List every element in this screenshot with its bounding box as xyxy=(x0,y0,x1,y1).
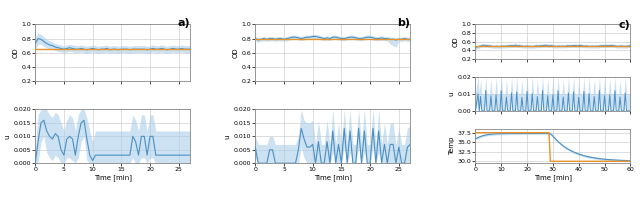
X-axis label: Time [min]: Time [min] xyxy=(534,174,572,181)
Y-axis label: OD: OD xyxy=(232,47,239,58)
Y-axis label: OD: OD xyxy=(12,47,19,58)
Text: c): c) xyxy=(619,20,630,30)
Text: a): a) xyxy=(177,18,190,28)
X-axis label: Time [min]: Time [min] xyxy=(314,174,352,181)
X-axis label: Time [min]: Time [min] xyxy=(93,174,132,181)
Y-axis label: OD: OD xyxy=(452,36,459,47)
Text: b): b) xyxy=(397,18,410,28)
Y-axis label: u: u xyxy=(4,134,11,139)
Y-axis label: u: u xyxy=(449,92,454,96)
Y-axis label: Temp: Temp xyxy=(449,137,454,155)
Y-axis label: u: u xyxy=(225,134,231,139)
